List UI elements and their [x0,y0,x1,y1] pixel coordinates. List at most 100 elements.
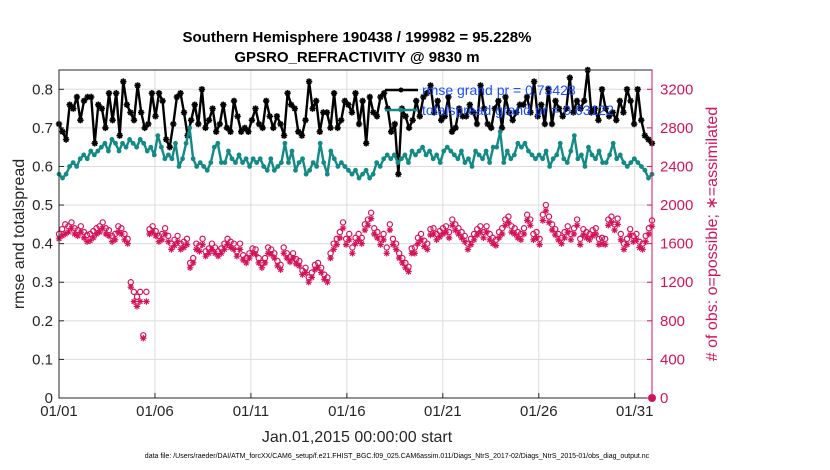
totalspread-point [328,148,334,154]
assimilated-point [530,236,537,243]
assimilated-point [558,240,565,247]
y-left-tick-label: 0.6 [32,158,53,175]
rmse-point [234,113,241,120]
rmse-point [263,97,270,105]
totalspread-point [646,175,651,181]
assimilated-point [430,230,437,238]
totalspread-point [617,152,623,158]
totalspread-point [536,152,542,158]
totalspread-point [360,171,365,177]
assimilated-point [436,233,443,241]
assimilated-point [202,253,209,260]
rmse-point [130,117,138,124]
assimilated-point [277,266,284,273]
assimilated-point [93,230,100,238]
x-tick-label: 01/31 [616,403,654,420]
assimilated-point [458,234,465,242]
rmse-point [277,120,284,128]
assimilated-point [243,259,250,267]
assimilated-point [227,244,234,251]
totalspread-point [226,148,231,154]
assimilated-point [630,238,637,245]
totalspread-point [250,156,256,162]
possible-point [336,228,344,236]
y-right-tick-label: 1600 [660,236,693,253]
totalspread-point [183,140,189,146]
totalspread-point [579,152,584,158]
assimilated-point [514,234,521,242]
rmse-point [388,128,395,135]
rmse-point [413,97,420,105]
assimilated-point [80,234,88,242]
rmse-point [316,128,323,135]
assimilated-point [421,243,428,250]
rmse-point [530,78,538,85]
possible-point [417,230,425,238]
assimilated-point [499,230,506,238]
assimilated-point [133,303,141,310]
totalspread-point [180,156,185,162]
rmse-point [409,117,416,124]
assimilated-point [205,250,212,257]
rmse-point [80,97,88,105]
totalspread-point [307,167,313,173]
totalspread-point [462,160,468,166]
totalspread-point [303,171,309,177]
totalspread-point [113,140,118,146]
totalspread-point [243,156,249,162]
rmse-point [538,101,545,108]
totalspread-point [395,160,401,166]
assimilated-point [405,268,412,275]
totalspread-point [60,175,65,181]
x-tick-label: 01/26 [520,403,558,420]
rmse-point [177,90,184,97]
possible-point [346,230,353,238]
rmse-point [230,97,238,105]
assimilated-point [65,228,72,236]
rmse-point [198,86,206,93]
rmse-point [330,90,338,97]
rmse-point [602,105,609,112]
rmse-point [630,120,638,128]
rmse-point [605,113,613,120]
assimilated-point [115,228,122,236]
rmse-point [216,120,223,128]
assimilated-point [143,298,150,305]
assimilated-point [180,244,187,251]
rmse-point [73,93,81,101]
rmse-point [545,86,552,93]
assimilated-point [196,248,203,255]
assimilated-point [330,246,337,253]
y-left-tick-label: 0.3 [32,274,53,291]
assimilated-point [124,240,131,247]
totalspread-point [624,164,630,169]
possible-point [614,215,621,222]
assimilated-point [146,230,153,238]
assimilated-point [333,241,340,248]
y-axis-left-label: rmse and totalspread [11,159,28,309]
totalspread-point [593,156,598,162]
totalspread-point [621,160,627,166]
rmse-point [534,113,541,120]
totalspread-point [451,152,457,158]
rmse-point [380,90,388,97]
totalspread-point [63,171,69,177]
assimilated-point [286,258,294,266]
assimilated-point [83,238,91,245]
possible-point [133,293,141,300]
totalspread-point [367,175,373,181]
totalspread-point [363,167,369,173]
assimilated-point [158,236,166,243]
rmse-point [359,97,366,105]
totalspread-point [155,133,161,139]
assimilated-point [90,234,97,242]
rmse-point [516,101,523,108]
assimilated-point [233,253,241,260]
rmse-point [302,117,309,124]
assimilated-point [361,226,369,234]
rmse-point [577,105,584,112]
totalspread-point [448,148,454,154]
rmse-point [505,109,513,116]
assimilated-point [215,253,222,260]
